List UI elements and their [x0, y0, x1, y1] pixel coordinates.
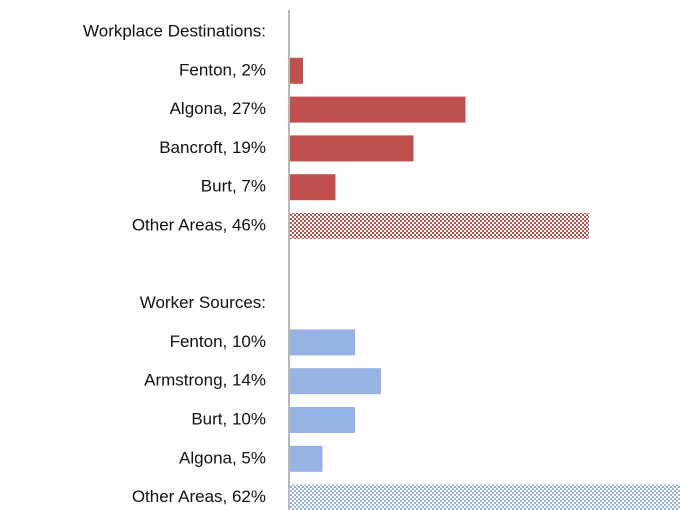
bar — [290, 135, 414, 162]
bar — [290, 329, 355, 356]
plot-area — [290, 57, 680, 510]
category-label: Burt, 7% — [201, 177, 266, 196]
category-label: Algona, 5% — [179, 448, 266, 467]
bar — [290, 174, 336, 201]
category-label: Fenton, 10% — [170, 332, 266, 351]
bar — [290, 484, 680, 510]
category-label: Bancroft, 19% — [159, 138, 266, 157]
bar — [290, 57, 303, 84]
category-label: Armstrong, 14% — [144, 371, 266, 390]
category-label: Algona, 27% — [170, 99, 266, 118]
group-title: Worker Sources: — [140, 293, 266, 312]
bar — [290, 407, 355, 433]
bar — [290, 96, 466, 123]
bar — [290, 445, 323, 472]
category-label: Burt, 10% — [191, 409, 266, 428]
bar — [290, 213, 589, 239]
category-label: Fenton, 2% — [179, 60, 266, 79]
category-label: Other Areas, 62% — [132, 487, 266, 506]
bar — [290, 368, 381, 395]
group-title: Workplace Destinations: — [83, 21, 266, 40]
category-label: Other Areas, 46% — [132, 215, 266, 234]
